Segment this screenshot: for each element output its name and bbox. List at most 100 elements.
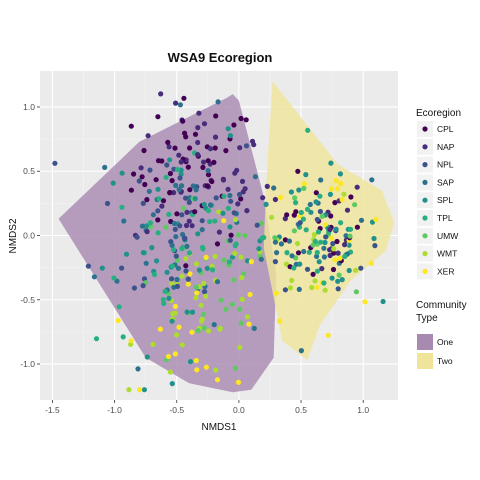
data-point-nap (240, 189, 246, 195)
data-point-wmt (232, 250, 238, 256)
y-axis-ticks: -1.0 -0.5 0.0 0.5 1.0 (20, 102, 40, 369)
data-point-sap (321, 254, 327, 260)
data-point-tpl (147, 220, 153, 226)
data-point-sap (135, 366, 141, 372)
data-point-cpl (141, 147, 147, 154)
data-point-wmt (213, 367, 219, 373)
data-point-nap (251, 142, 257, 148)
data-point-spl (296, 187, 302, 193)
data-point-sap (314, 253, 320, 259)
data-point-npl (140, 200, 146, 206)
data-point-sap (286, 238, 292, 244)
data-point-wmt (244, 314, 250, 320)
data-point-umw (223, 306, 229, 312)
data-point-nap (196, 110, 202, 116)
data-point-xer (203, 254, 209, 260)
data-point-tpl (156, 196, 162, 202)
data-point-cpl (211, 159, 217, 165)
data-point-nap (207, 146, 214, 152)
data-point-cpl (128, 123, 134, 129)
data-point-tpl (169, 263, 175, 269)
data-point-spl (316, 259, 322, 265)
data-point-spl (169, 318, 175, 324)
data-point-npl (172, 226, 178, 232)
data-point-spl (141, 387, 147, 393)
data-point-sap (91, 274, 97, 280)
data-point-sap (176, 186, 182, 193)
data-point-tpl (116, 304, 122, 310)
data-point-wmt (239, 296, 245, 302)
data-point-xer (337, 255, 343, 261)
data-point-umw (235, 232, 242, 238)
data-point-wmt (232, 217, 239, 223)
data-point-cpl (167, 170, 173, 177)
y-tick-label: 0.0 (23, 231, 35, 241)
data-point-cpl (155, 114, 161, 120)
data-point-npl (104, 200, 111, 207)
data-point-xer (137, 387, 143, 393)
data-point-tpl (293, 200, 299, 206)
data-point-spl (99, 265, 105, 271)
data-point-umw (163, 224, 169, 230)
data-point-umw (221, 257, 227, 263)
data-point-sap (173, 182, 179, 188)
data-point-spl (371, 235, 377, 242)
data-point-sap (102, 164, 108, 170)
data-point-sap (318, 177, 324, 183)
data-point-npl (228, 198, 234, 204)
data-point-tpl (315, 229, 322, 235)
data-point-npl (185, 276, 191, 282)
data-point-cpl (238, 115, 244, 122)
data-point-sap (251, 325, 257, 331)
data-point-xer (165, 353, 172, 360)
data-point-sap (358, 217, 365, 223)
data-point-cpl (144, 197, 150, 203)
data-point-xer (301, 181, 307, 187)
data-point-cpl (212, 145, 218, 151)
data-point-xer (247, 291, 253, 298)
data-point-spl (256, 246, 262, 252)
data-point-tpl (284, 250, 290, 256)
data-point-spl (220, 210, 226, 216)
data-point-spl (229, 254, 236, 260)
data-point-cpl (228, 232, 234, 238)
data-point-wmt (179, 342, 185, 348)
data-point-sap (184, 243, 190, 249)
data-point-nap (145, 133, 151, 139)
data-point-xer (214, 377, 221, 383)
data-point-cpl (282, 237, 288, 243)
data-point-tpl (300, 216, 306, 222)
data-point-xer (221, 218, 227, 224)
data-point-npl (177, 175, 183, 181)
data-point-npl (236, 191, 243, 198)
data-point-umw (237, 306, 243, 312)
data-point-cpl (313, 190, 319, 196)
data-point-npl (372, 243, 378, 249)
data-point-xer (335, 186, 341, 192)
data-point-xer (314, 284, 320, 290)
data-point-cpl (169, 178, 175, 184)
legend-swatch-two (417, 353, 433, 369)
data-point-cpl (192, 131, 199, 137)
data-point-spl (187, 359, 194, 365)
data-point-nap (235, 201, 241, 207)
data-point-nap (212, 134, 219, 140)
data-point-spl (346, 267, 352, 274)
data-point-sap (121, 218, 127, 224)
data-point-npl (183, 195, 189, 201)
data-point-cpl (180, 118, 186, 124)
legend-label-two: Two (437, 356, 453, 366)
data-point-cpl (330, 266, 337, 273)
data-point-xer (194, 367, 200, 373)
data-point-spl (327, 191, 333, 197)
data-point-npl (136, 178, 142, 184)
data-point-cpl (214, 241, 221, 247)
data-point-wmt (183, 256, 189, 262)
data-point-xer (278, 194, 284, 201)
data-point-sap (298, 348, 304, 354)
data-point-npl (85, 263, 91, 269)
data-point-wmt (126, 387, 132, 393)
data-point-npl (317, 208, 323, 215)
data-point-xer (246, 321, 252, 327)
data-point-tpl (160, 297, 166, 303)
